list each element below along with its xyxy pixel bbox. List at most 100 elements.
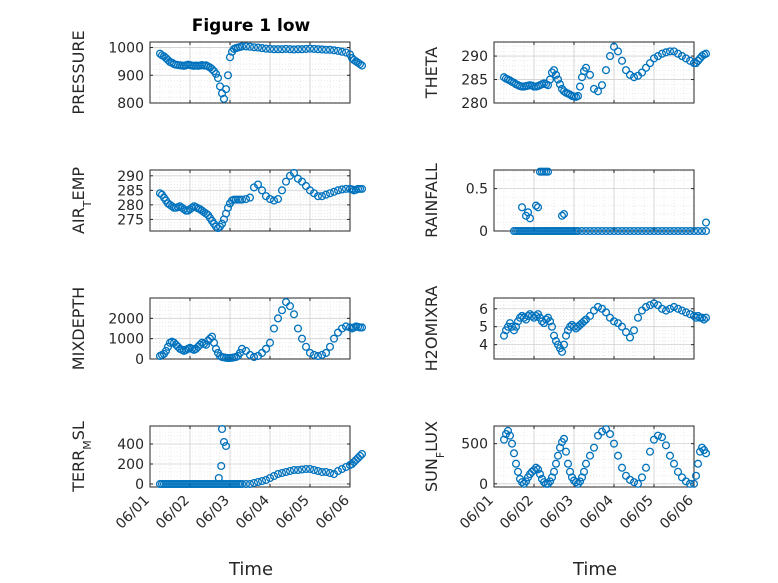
data-point [289, 168, 299, 177]
data-point [277, 306, 287, 315]
data-point [691, 471, 701, 480]
data-point [681, 226, 691, 236]
subplot-pressure: 800 900 1000 PRESSURE [69, 30, 367, 115]
data-point [355, 451, 365, 461]
data-point [285, 302, 295, 311]
data-point [297, 334, 307, 343]
data-point [585, 451, 595, 460]
data-point [265, 338, 275, 347]
y-axis-label-main: MIXDEPTH [69, 287, 88, 370]
x-tick-label: 06/03 [537, 493, 577, 533]
y-tick-label: 0 [479, 477, 488, 493]
data-point [649, 54, 659, 63]
data-point [503, 426, 513, 435]
x-tick-label: 06/01 [457, 493, 497, 533]
y-tick-label: 800 [117, 96, 144, 112]
data-point [625, 70, 635, 79]
data-point [285, 466, 295, 476]
data-point [621, 66, 631, 75]
data-point [561, 331, 571, 340]
data-point [657, 226, 667, 236]
data-point [637, 473, 647, 482]
data-point [321, 348, 331, 357]
data-point [605, 52, 615, 61]
data-point [237, 195, 247, 204]
data-point [529, 466, 539, 475]
data-point [355, 60, 365, 69]
data-point [547, 322, 557, 331]
axes-box [149, 297, 351, 360]
y-axis-label: RAINFALL [422, 163, 441, 238]
data-point [273, 194, 283, 204]
scatter-series [155, 424, 367, 489]
data-point [265, 44, 275, 53]
data-point [633, 226, 643, 236]
y-tick-label: 1000 [108, 332, 144, 348]
data-point [277, 45, 287, 54]
data-point [645, 226, 655, 236]
x-tick-label: 06/06 [657, 492, 697, 532]
data-point [601, 425, 611, 434]
data-point [625, 226, 635, 236]
data-point [333, 466, 343, 476]
data-point [313, 351, 323, 361]
data-point [297, 177, 307, 186]
data-point [645, 447, 655, 456]
data-point [285, 45, 295, 54]
data-point [649, 226, 659, 236]
data-point [653, 52, 663, 61]
data-point [673, 49, 683, 58]
data-point [289, 45, 299, 54]
data-point [609, 439, 619, 448]
data-point [313, 45, 323, 54]
x-tick-label: 06/04 [577, 492, 617, 532]
data-point [543, 167, 553, 176]
data-point [253, 477, 263, 487]
data-point [585, 70, 595, 79]
data-point [641, 63, 651, 72]
y-tick-label: 280 [117, 198, 144, 214]
data-point [579, 317, 589, 326]
data-point [337, 464, 347, 474]
scatter-series [509, 167, 711, 236]
data-point [653, 226, 663, 236]
y-tick-label: 5 [479, 320, 488, 336]
data-point [517, 478, 527, 487]
x-tick-label: 06/01 [113, 493, 153, 533]
data-point [329, 46, 339, 55]
data-point [669, 302, 679, 312]
data-point [621, 328, 631, 337]
data-point [289, 310, 299, 319]
data-point [559, 340, 569, 349]
axes-box [149, 169, 351, 232]
subplot-h2omixra: 4 5 6 H2OMIXRA [422, 286, 711, 371]
data-point [601, 66, 611, 75]
data-point [669, 226, 679, 236]
data-point [693, 311, 703, 320]
data-point [237, 42, 247, 51]
data-point [237, 344, 247, 353]
data-point [321, 190, 331, 199]
data-point [241, 479, 251, 489]
data-point [589, 443, 599, 452]
data-point [505, 431, 515, 440]
data-point [261, 475, 271, 485]
data-point [555, 80, 565, 89]
data-point [161, 346, 171, 355]
data-point [677, 52, 687, 61]
data-point [337, 185, 347, 194]
data-point [559, 210, 569, 219]
data-point [665, 451, 675, 460]
data-point [673, 304, 683, 313]
data-point [333, 186, 343, 195]
data-point [677, 306, 687, 315]
data-point [309, 465, 319, 475]
y-tick-label: 0 [479, 224, 488, 240]
data-point [577, 226, 587, 236]
data-point [301, 181, 311, 191]
data-point [253, 43, 263, 52]
data-point [589, 84, 599, 93]
